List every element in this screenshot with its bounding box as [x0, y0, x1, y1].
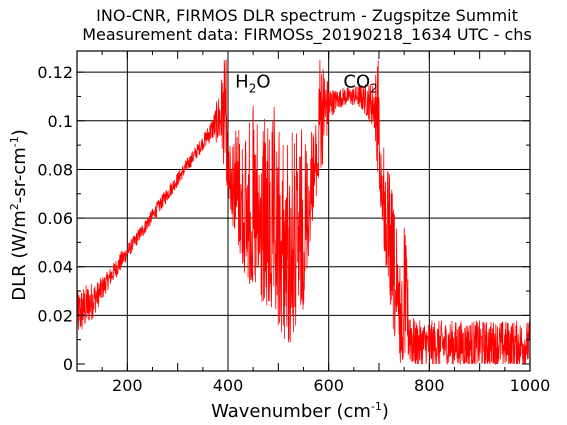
chart-title-line2: Measurement data: FIRMOSs_20190218_1634 …: [82, 25, 532, 45]
annotations: H2O CO2: [235, 71, 378, 95]
tick-labels: 200 400 600 800 1000 0 0.02 0.04 0.06 0.08 0.1 0.12: [37, 63, 550, 395]
y-tick-label: 0: [63, 355, 73, 374]
ticks: [76, 51, 531, 371]
x-axis-label-tail: ): [382, 401, 389, 422]
chart-title-line1: INO-CNR, FIRMOS DLR spectrum - Zugspitze…: [96, 6, 518, 25]
y-tick-label: 0.04: [37, 258, 73, 277]
annotation-label: H2O: [235, 71, 270, 95]
y-axis-label: DLR (W/m2-sr-cm-1): [8, 129, 30, 301]
y-axis-label-tail: ): [9, 129, 30, 136]
x-axis-label: Wavenumber (cm-1): [211, 400, 389, 422]
spectrum-line: [77, 59, 530, 366]
y-tick-label: 0.02: [37, 306, 73, 325]
y-axis-label-mid: -sr-cm: [9, 147, 30, 203]
x-tick-label: 200: [112, 376, 143, 395]
x-axis-label-main: Wavenumber (cm: [211, 401, 371, 422]
y-tick-label: 0.06: [37, 209, 73, 228]
plot-frame: [76, 50, 531, 372]
annotation-label: CO2: [343, 71, 377, 95]
x-tick-label: 600: [313, 376, 344, 395]
y-tick-label: 0.12: [37, 63, 73, 82]
x-tick-label: 1000: [510, 376, 551, 395]
x-tick-label: 800: [414, 376, 445, 395]
series-group: [77, 59, 530, 366]
y-axis-label-sup1: 2: [8, 203, 21, 210]
x-tick-label: 400: [213, 376, 244, 395]
y-tick-label: 0.1: [48, 112, 73, 131]
grid: [77, 51, 530, 371]
y-axis-label-sup2: -1: [8, 136, 21, 147]
y-tick-label: 0.08: [37, 160, 73, 179]
y-axis-label-main: DLR (W/m: [9, 210, 30, 301]
x-axis-label-sup: -1: [371, 400, 382, 413]
